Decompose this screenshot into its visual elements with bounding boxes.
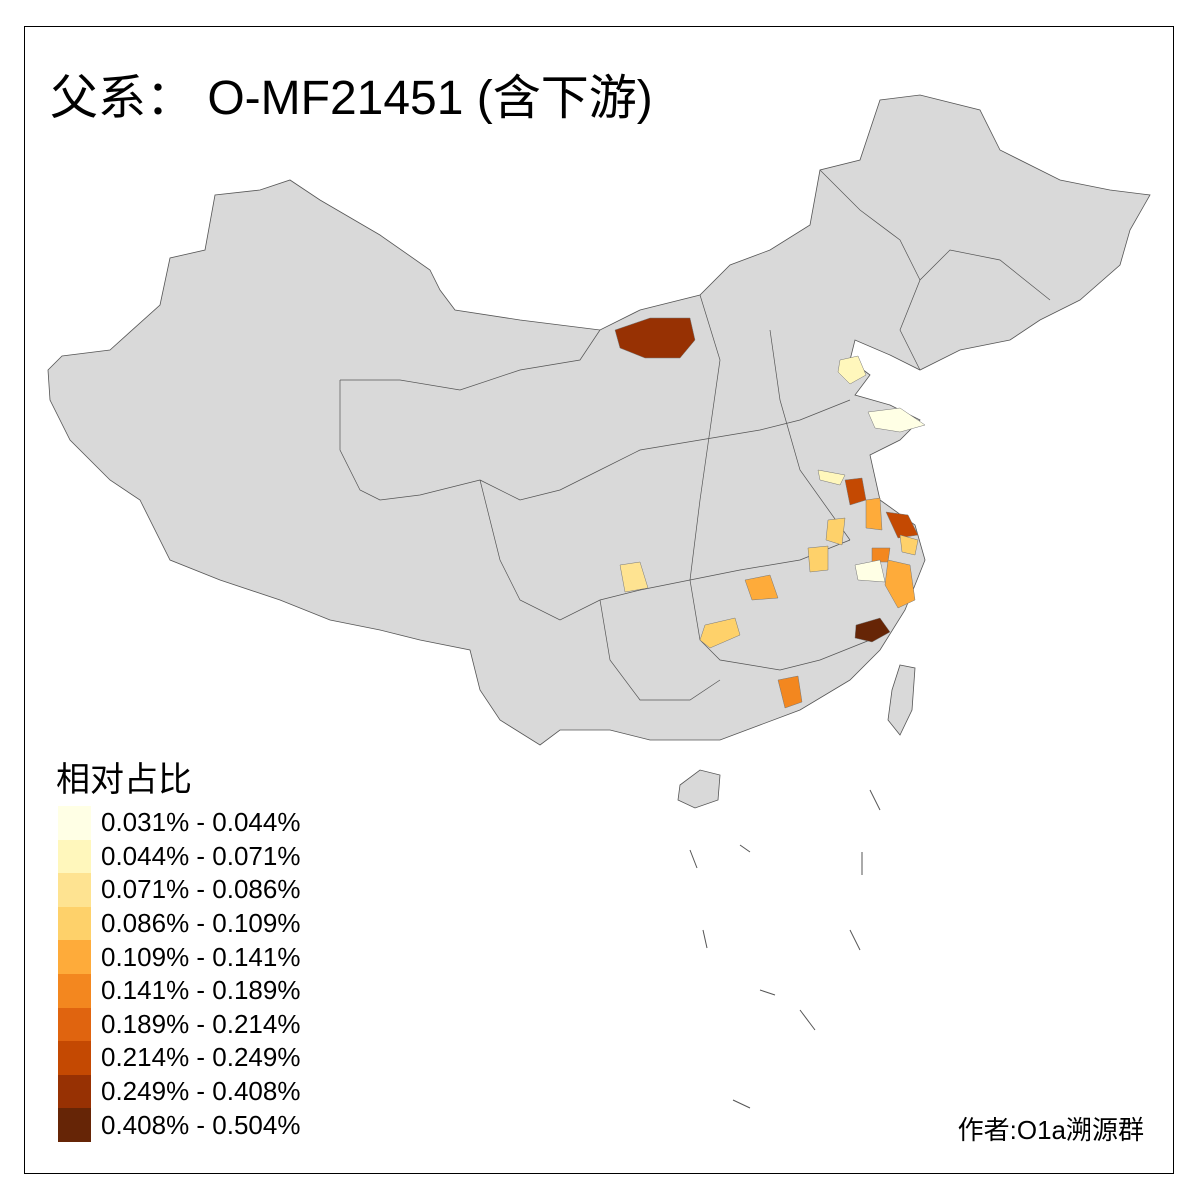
highlighted-region (807, 545, 829, 573)
highlighted-region (899, 534, 919, 556)
taiwan-island (887, 664, 916, 736)
highlighted-region (619, 561, 649, 593)
highlighted-region (817, 469, 846, 486)
highlighted-region (885, 511, 919, 539)
legend-label: 0.408% - 0.504% (101, 1109, 301, 1140)
legend-item: 0.249% - 0.408% (58, 1074, 301, 1109)
legend-swatch (58, 1108, 91, 1142)
legend-item: 0.044% - 0.071% (58, 839, 301, 874)
legend-swatch (58, 1007, 91, 1042)
south-china-sea-islands (689, 789, 881, 1109)
china-base-map (47, 94, 1151, 1109)
legend-swatch (58, 1074, 91, 1109)
legend-label: 0.249% - 0.408% (101, 1076, 301, 1107)
highlighted-region (825, 517, 846, 546)
legend-swatch (58, 806, 91, 840)
legend-item: 0.086% - 0.109% (58, 906, 301, 941)
map-title: 父系： O-MF21451 (含下游) (50, 72, 653, 125)
highlighted-region (854, 617, 891, 643)
legend-item: 0.189% - 0.214% (58, 1007, 301, 1042)
highlighted-region (854, 559, 886, 583)
legend-item: 0.141% - 0.189% (58, 973, 301, 1008)
legend-item: 0.031% - 0.044% (58, 806, 300, 840)
legend-title: 相对占比 (56, 761, 192, 799)
legend-swatch (58, 973, 91, 1008)
legend-label: 0.189% - 0.214% (101, 1008, 301, 1039)
legend: 0.031% - 0.044% 0.044% - 0.071% 0.071% - 0… (58, 806, 300, 1142)
legend-swatch (58, 1041, 91, 1075)
hainan-island (677, 769, 721, 809)
legend-item: 0.071% - 0.086% (58, 873, 300, 907)
legend-label: 0.086% - 0.109% (101, 908, 301, 939)
highlighted-region (884, 559, 916, 609)
highlighted-region (865, 497, 883, 531)
legend-swatch (58, 873, 91, 907)
legend-item: 0.109% - 0.141% (58, 940, 300, 974)
highlighted-region (614, 317, 696, 359)
author-credit: 作者:O1a溯源群 (957, 1115, 1144, 1145)
highlighted-region (837, 355, 867, 385)
mainland-china (47, 94, 1151, 746)
legend-item: 0.408% - 0.504% (58, 1108, 300, 1142)
highlighted-region (777, 675, 803, 709)
highlighted-region (699, 617, 741, 649)
legend-item: 0.214% - 0.249% (58, 1041, 300, 1075)
legend-label: 0.071% - 0.086% (101, 874, 301, 905)
legend-swatch (58, 940, 91, 974)
legend-label: 0.031% - 0.044% (101, 807, 301, 838)
highlighted-regions (614, 317, 926, 709)
legend-swatch (58, 839, 91, 874)
province-borders (339, 169, 1051, 701)
legend-label: 0.214% - 0.249% (101, 1042, 301, 1073)
highlighted-region (871, 547, 891, 563)
legend-label: 0.109% - 0.141% (101, 941, 301, 972)
highlighted-region (744, 574, 779, 601)
plot-panel (24, 26, 1174, 1174)
legend-label: 0.141% - 0.189% (101, 975, 301, 1006)
highlighted-region (867, 407, 926, 433)
legend-label: 0.044% - 0.071% (101, 840, 301, 871)
legend-swatch (58, 906, 91, 941)
